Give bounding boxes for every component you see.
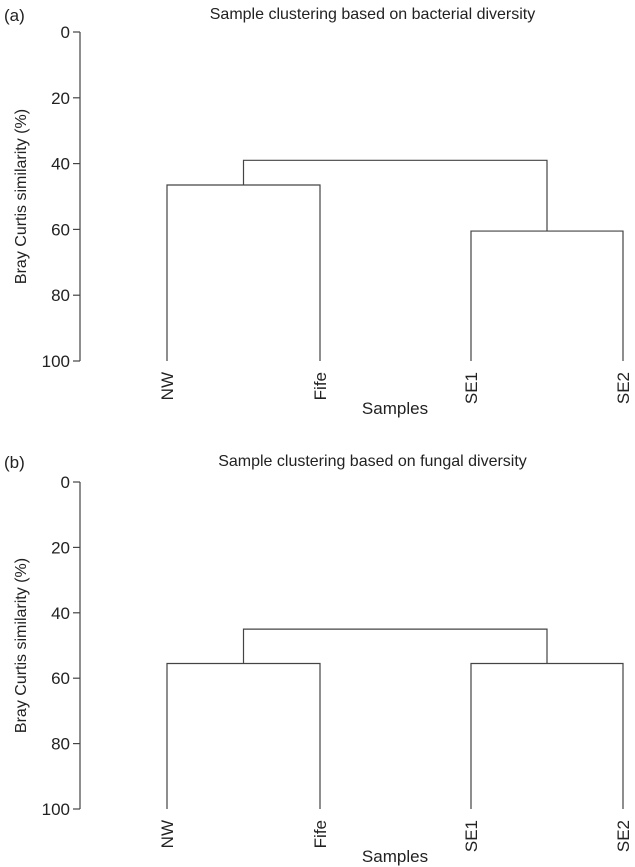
y-tick-label: 100 xyxy=(42,352,70,371)
dendrogram-link xyxy=(242,159,548,232)
y-axis-title: Bray Curtis similarity (%) xyxy=(13,109,30,284)
y-tick-label: 0 xyxy=(61,23,70,42)
y-tick-label: 60 xyxy=(51,220,70,239)
y-tick-label: 20 xyxy=(51,89,70,108)
y-tick-label: 0 xyxy=(61,473,70,492)
leaf-label: SE2 xyxy=(614,372,633,404)
dendrogram-link xyxy=(166,184,321,361)
dendrogram-panel-b: (b) Sample clustering based on fungal di… xyxy=(0,430,635,867)
y-axis-title: Bray Curtis similarity (%) xyxy=(13,558,30,733)
leaf-label: SE1 xyxy=(462,820,481,852)
leaf-label: Fife xyxy=(311,372,330,400)
dendrogram-panel-a: (a) Sample clustering based on bacterial… xyxy=(0,0,635,430)
y-tick-label: 100 xyxy=(42,800,70,819)
y-tick-label: 20 xyxy=(51,538,70,557)
leaf-label: NW xyxy=(158,820,177,848)
leaf-label: SE1 xyxy=(462,372,481,404)
chart-title: Sample clustering based on bacterial div… xyxy=(209,6,536,23)
y-tick-label: 40 xyxy=(51,155,70,174)
dendrogram-link xyxy=(166,662,321,809)
leaf-label: Fife xyxy=(311,820,330,848)
y-tick-label: 40 xyxy=(51,604,70,623)
dendrogram-link xyxy=(470,662,624,809)
leaf-label: SE2 xyxy=(614,820,633,852)
panel-label: (a) xyxy=(4,6,25,25)
x-axis-title: Samples xyxy=(362,399,428,418)
y-tick-label: 80 xyxy=(51,735,70,754)
chart-title: Sample clustering based on fungal divers… xyxy=(218,453,527,470)
y-tick-label: 60 xyxy=(51,669,70,688)
leaf-label: NW xyxy=(158,372,177,400)
dendrogram-plot: 0 20 40 60 80 100 Bray Curtis similarity (%) NW… xyxy=(13,23,633,418)
x-axis-title: Samples xyxy=(362,847,428,866)
y-tick-label: 80 xyxy=(51,286,70,305)
panel-label: (b) xyxy=(4,453,25,472)
dendrogram-plot: 0 20 40 60 80 100 Bray Curtis similarity (%) NW… xyxy=(13,473,633,866)
dendrogram-link xyxy=(242,628,548,664)
dendrogram-link xyxy=(470,230,624,361)
